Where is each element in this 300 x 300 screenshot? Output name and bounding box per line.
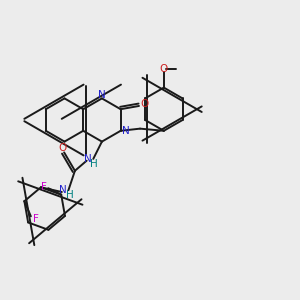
Text: F: F [33,214,39,224]
Text: N: N [84,154,92,164]
Text: F: F [41,182,47,192]
Text: O: O [58,143,67,153]
Text: N: N [98,89,106,100]
Text: O: O [160,64,168,74]
Text: H: H [90,159,98,169]
Text: H: H [66,190,74,200]
Text: N: N [122,126,130,136]
Text: O: O [140,100,148,110]
Text: N: N [59,185,67,195]
